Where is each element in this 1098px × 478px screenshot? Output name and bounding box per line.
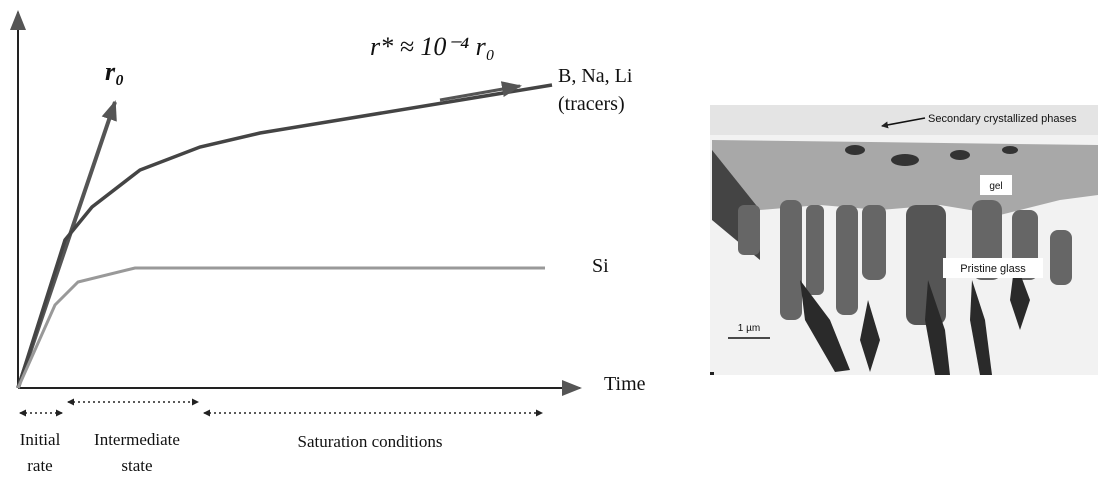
residual-rate-arrow [439,81,522,102]
micrograph-label: gel [989,181,1002,192]
stage-arrows [19,398,543,417]
tracer-label: B, Na, Li [558,65,633,87]
residual-rate-label: r* ≈ 10⁻⁴ r₀ [370,32,495,61]
micrograph [710,105,1098,375]
micrograph-label: Pristine glass [960,263,1026,275]
label-box [980,175,1012,195]
si-curve [16,266,545,389]
si-label: Si [592,255,609,277]
label-arrow [881,117,926,129]
tracer-label: (tracers) [558,93,625,115]
stage-label: state [121,456,152,475]
stage-label: Saturation conditions [298,432,443,451]
x-axis-label: Time [604,373,646,395]
tracer-curve [16,83,553,389]
label-box [943,258,1043,278]
micrograph-label: Secondary crystallized phases [928,113,1077,125]
stage-label: rate [27,456,52,475]
scale-bar-label: 1 µm [738,323,760,334]
initial-rate-label: r₀ [105,57,124,86]
stage-label: Intermediate [94,430,180,449]
stage-label: Initial [20,430,61,449]
